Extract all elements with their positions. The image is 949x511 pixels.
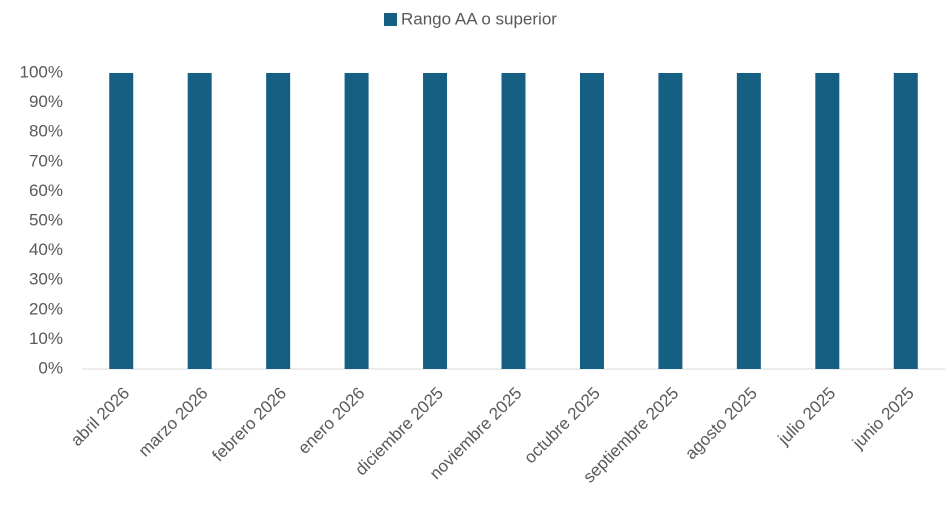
y-tick-label: 80% bbox=[29, 122, 63, 141]
x-tick-label: octubre 2025 bbox=[520, 384, 604, 468]
bar bbox=[658, 73, 683, 369]
legend-label: Rango AA o superior bbox=[401, 9, 557, 28]
bar bbox=[109, 73, 134, 369]
x-tick-label: julio 2025 bbox=[774, 384, 840, 450]
bar bbox=[187, 73, 212, 369]
bar bbox=[266, 73, 291, 369]
y-tick-label: 90% bbox=[29, 92, 63, 111]
bar bbox=[736, 73, 761, 369]
bar bbox=[344, 73, 369, 369]
y-tick-label: 30% bbox=[29, 270, 63, 289]
x-tick-label: marzo 2026 bbox=[135, 384, 212, 461]
x-tick-label: junio 2025 bbox=[848, 384, 918, 454]
y-tick-label: 50% bbox=[29, 210, 63, 229]
x-tick-label: agosto 2025 bbox=[681, 384, 761, 464]
y-tick-label: 0% bbox=[38, 358, 63, 377]
y-tick-label: 10% bbox=[29, 329, 63, 348]
x-tick-label: abril 2026 bbox=[67, 384, 133, 450]
y-tick-label: 100% bbox=[20, 62, 63, 81]
legend-swatch bbox=[384, 13, 397, 26]
x-tick-label: febrero 2026 bbox=[209, 384, 291, 466]
bar bbox=[579, 73, 604, 369]
bar bbox=[501, 73, 526, 369]
x-tick-label: enero 2026 bbox=[294, 384, 368, 458]
bar bbox=[893, 73, 918, 369]
bar bbox=[815, 73, 840, 369]
y-tick-label: 20% bbox=[29, 299, 63, 318]
bar bbox=[423, 73, 448, 369]
y-tick-label: 40% bbox=[29, 240, 63, 259]
y-tick-label: 60% bbox=[29, 181, 63, 200]
y-tick-label: 70% bbox=[29, 151, 63, 170]
